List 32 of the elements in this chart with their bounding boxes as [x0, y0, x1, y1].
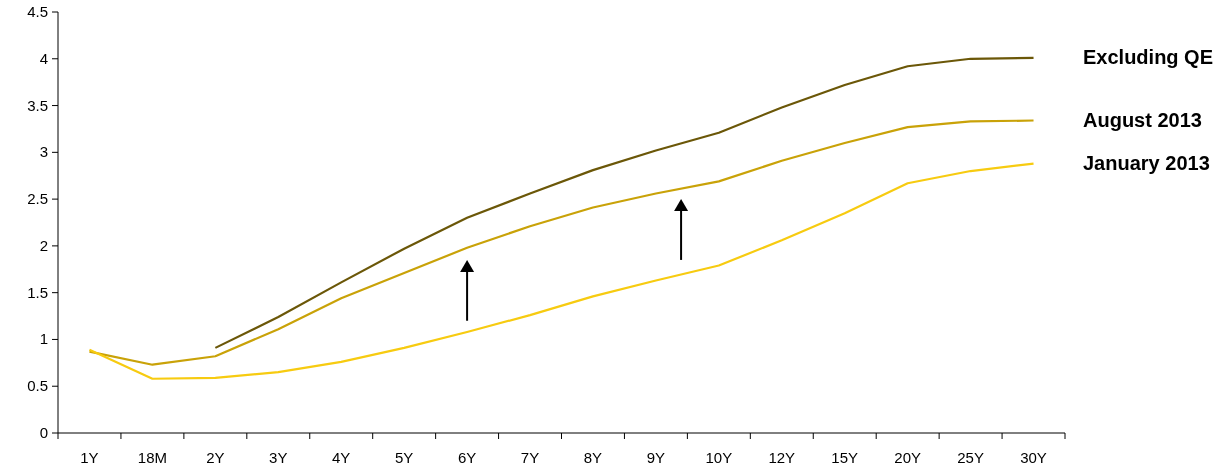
- x-tick-label: 15Y: [831, 449, 859, 466]
- x-tick-label: 30Y: [1020, 449, 1047, 466]
- y-tick-label: 2.5: [27, 190, 48, 208]
- x-tick-label: 2Y: [206, 449, 225, 466]
- x-tick-label: 6Y: [457, 449, 477, 466]
- y-tick-label: 1: [39, 330, 48, 348]
- x-tick-label: 12Y: [768, 449, 796, 466]
- y-tick-label: 1.5: [27, 283, 48, 301]
- x-tick-label: 18M: [137, 449, 167, 466]
- x-tick-label: 5Y: [394, 449, 414, 466]
- line-series: [88, 162, 1035, 380]
- x-tick-label: 1Y: [80, 449, 99, 466]
- x-tick-label: 25Y: [957, 449, 984, 466]
- x-tick-label: 3Y: [269, 449, 288, 466]
- y-tick-label: 4: [39, 49, 48, 67]
- text: August 2013: [1083, 108, 1202, 131]
- x-tick-label: 8Y: [583, 449, 603, 466]
- text: Excluding QE: [1083, 45, 1214, 68]
- y-tick-label: 3.5: [27, 96, 48, 114]
- y-tick-label: 0.5: [27, 377, 48, 395]
- x-tick-label: 10Y: [705, 449, 733, 466]
- y-tick-label: 2: [39, 236, 48, 254]
- text: January 2013: [1083, 151, 1210, 174]
- x-tick-label: 9Y: [646, 449, 666, 466]
- y-tick-label: 0: [39, 424, 48, 441]
- line-series: [214, 56, 1035, 349]
- y-tick-label: 3: [39, 143, 48, 161]
- line-series: [88, 119, 1035, 366]
- x-tick-label: 7Y: [520, 449, 540, 466]
- x-tick-label: 4Y: [332, 449, 351, 466]
- x-tick-label: 20Y: [894, 449, 922, 466]
- y-tick-label: 4.5: [27, 3, 48, 20]
